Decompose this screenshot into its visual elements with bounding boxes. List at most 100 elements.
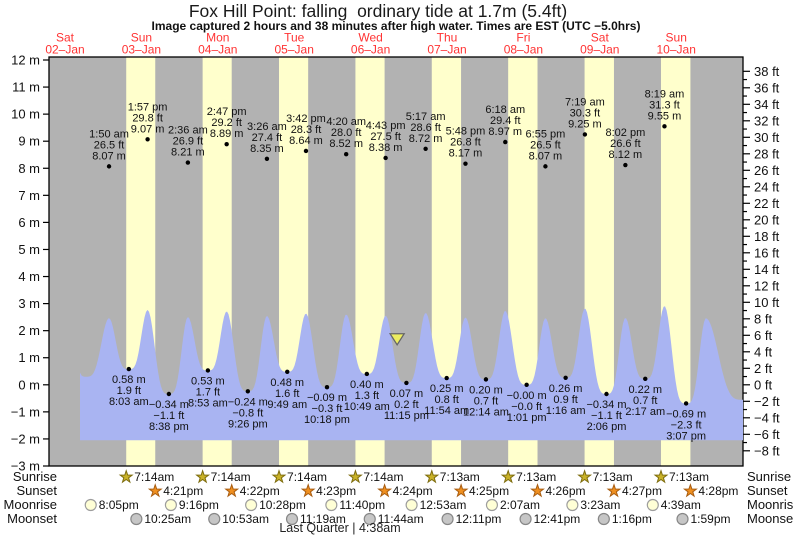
moonset-entry: 10:25am: [130, 512, 191, 526]
moonset-time: 11:44am: [378, 512, 424, 526]
day-name-label: Sun: [666, 31, 687, 45]
sunrise-star-icon: [271, 469, 287, 484]
moonset-entry: 1:16pm: [597, 512, 652, 526]
moonset-entry: 10:53am: [208, 512, 269, 526]
low-tide-m: 0.53 m: [191, 375, 225, 387]
row-label-right-moonset: Moonset: [747, 511, 793, 526]
moonrise-time: 11:40pm: [339, 498, 385, 512]
moonrise-time: 2:07am: [500, 498, 540, 512]
moonrise-entry: 12:53am: [405, 498, 466, 512]
day-name-label: Mon: [206, 31, 229, 45]
low-tide-ft: −0.8 ft: [232, 407, 263, 419]
right-axis-label: 36 ft: [754, 80, 780, 95]
sunset-entry: 4:28pm: [682, 483, 738, 498]
sunset-entry: 4:25pm: [453, 483, 509, 498]
low-tide-annotation: −0.00 m−0.0 ft1:01 pm: [507, 382, 547, 424]
high-tide-dot: [662, 124, 667, 129]
sunrise-star-icon: [653, 469, 669, 484]
sunrise-time: 7:14am: [363, 470, 403, 484]
sunset-star-icon: [530, 483, 545, 498]
day-date-label: 03–Jan: [122, 43, 161, 57]
low-tide-time: 1:01 pm: [507, 412, 547, 424]
high-tide-dot: [503, 139, 508, 145]
high-tide-dot: [264, 156, 270, 161]
moonset-entry: 11:19am: [285, 512, 346, 526]
sunset-time: 4:26pm: [546, 484, 586, 498]
low-tide-ft: 1.6 ft: [275, 388, 299, 400]
high-tide-m: 9.55 m: [648, 110, 682, 122]
sunrise-star-icon: [195, 469, 211, 484]
high-tide-ft: 29.2 ft: [211, 117, 242, 129]
high-tide-m: 8.38 m: [369, 142, 403, 154]
high-tide-m: 8.97 m: [488, 126, 522, 138]
low-tide-ft: 1.9 ft: [117, 385, 141, 397]
left-axis-label: 1 m: [18, 350, 40, 365]
right-axis-label: 2 ft: [754, 361, 772, 376]
sunset-entry: 4:26pm: [530, 483, 586, 498]
low-tide-time: 11:15 pm: [384, 410, 429, 422]
high-tide-ft: 30.3 ft: [570, 107, 601, 119]
sunrise-entry: 7:14am: [118, 469, 174, 484]
right-axis-label: 38 ft: [754, 64, 780, 79]
moonset-circle-icon: [208, 512, 221, 526]
low-tide-time: 8:53 am: [188, 397, 228, 409]
high-tide-m: 8.21 m: [171, 147, 205, 159]
high-tide-ft: 27.5 ft: [370, 131, 401, 143]
left-axis-label: 9 m: [18, 134, 40, 149]
sunrise-time: 7:13am: [440, 470, 480, 484]
moonrise-circle-icon: [245, 498, 258, 512]
day-name-label: Sun: [131, 31, 152, 45]
high-tide-time: 5:48 pm: [446, 126, 486, 138]
high-tide-ft: 29.8 ft: [132, 112, 163, 124]
sunset-star-icon: [377, 483, 393, 498]
sunrise-entry: 7:14am: [347, 469, 403, 484]
left-axis-label: −1 m: [11, 404, 40, 419]
sunrise-time: 7:14am: [134, 470, 174, 484]
high-tide-m: 8.72 m: [409, 133, 443, 145]
low-tide-time: 10:49 am: [344, 401, 390, 413]
low-tide-annotation: 0.58 m1.9 ft8:03 am: [109, 366, 149, 408]
sunset-star-icon: [682, 483, 698, 498]
right-axis-label: 0 ft: [754, 377, 772, 392]
day-date-label: 02–Jan: [45, 43, 84, 57]
low-tide-dot: [126, 366, 132, 372]
low-tide-dot: [364, 371, 370, 377]
moonrise-entry: 3:23am: [566, 498, 620, 512]
low-tide-time: 8:38 pm: [149, 421, 189, 433]
sunset-time: 4:24pm: [393, 484, 433, 498]
high-tide-m: 8.64 m: [289, 135, 323, 147]
right-axis-label: 20 ft: [754, 212, 780, 227]
low-tide-ft: 0.9 ft: [553, 394, 577, 406]
high-tide-dot: [423, 146, 428, 151]
low-tide-m: 0.22 m: [628, 384, 662, 396]
sunrise-time: 7:13am: [516, 470, 556, 484]
day-date-label: 04–Jan: [198, 43, 237, 57]
moonrise-circle-icon: [646, 498, 659, 512]
sunset-entry: 4:22pm: [224, 483, 280, 498]
moonset-circle-icon: [597, 512, 610, 526]
high-tide-dot: [463, 161, 468, 166]
low-tide-dot: [166, 391, 172, 397]
day-name-label: Sat: [56, 31, 75, 45]
moonset-circle-icon: [130, 512, 143, 526]
high-tide-m: 8.17 m: [449, 148, 483, 160]
low-tide-m: −0.34 m: [586, 399, 626, 411]
sunset-entry: 4:21pm: [147, 483, 203, 498]
low-tide-m: 0.20 m: [469, 384, 503, 396]
tide-curve: [80, 306, 743, 441]
low-tide-dot: [324, 385, 330, 390]
high-tide-m: 9.07 m: [131, 123, 165, 135]
low-tide-time: 10:18 pm: [304, 414, 350, 426]
sunset-star-icon: [453, 483, 469, 498]
high-tide-dot: [106, 164, 112, 169]
high-tide-m: 8.89 m: [210, 128, 244, 140]
moonset-time: 1:59pm: [691, 512, 731, 526]
moonset-time: 12:41pm: [534, 512, 581, 526]
